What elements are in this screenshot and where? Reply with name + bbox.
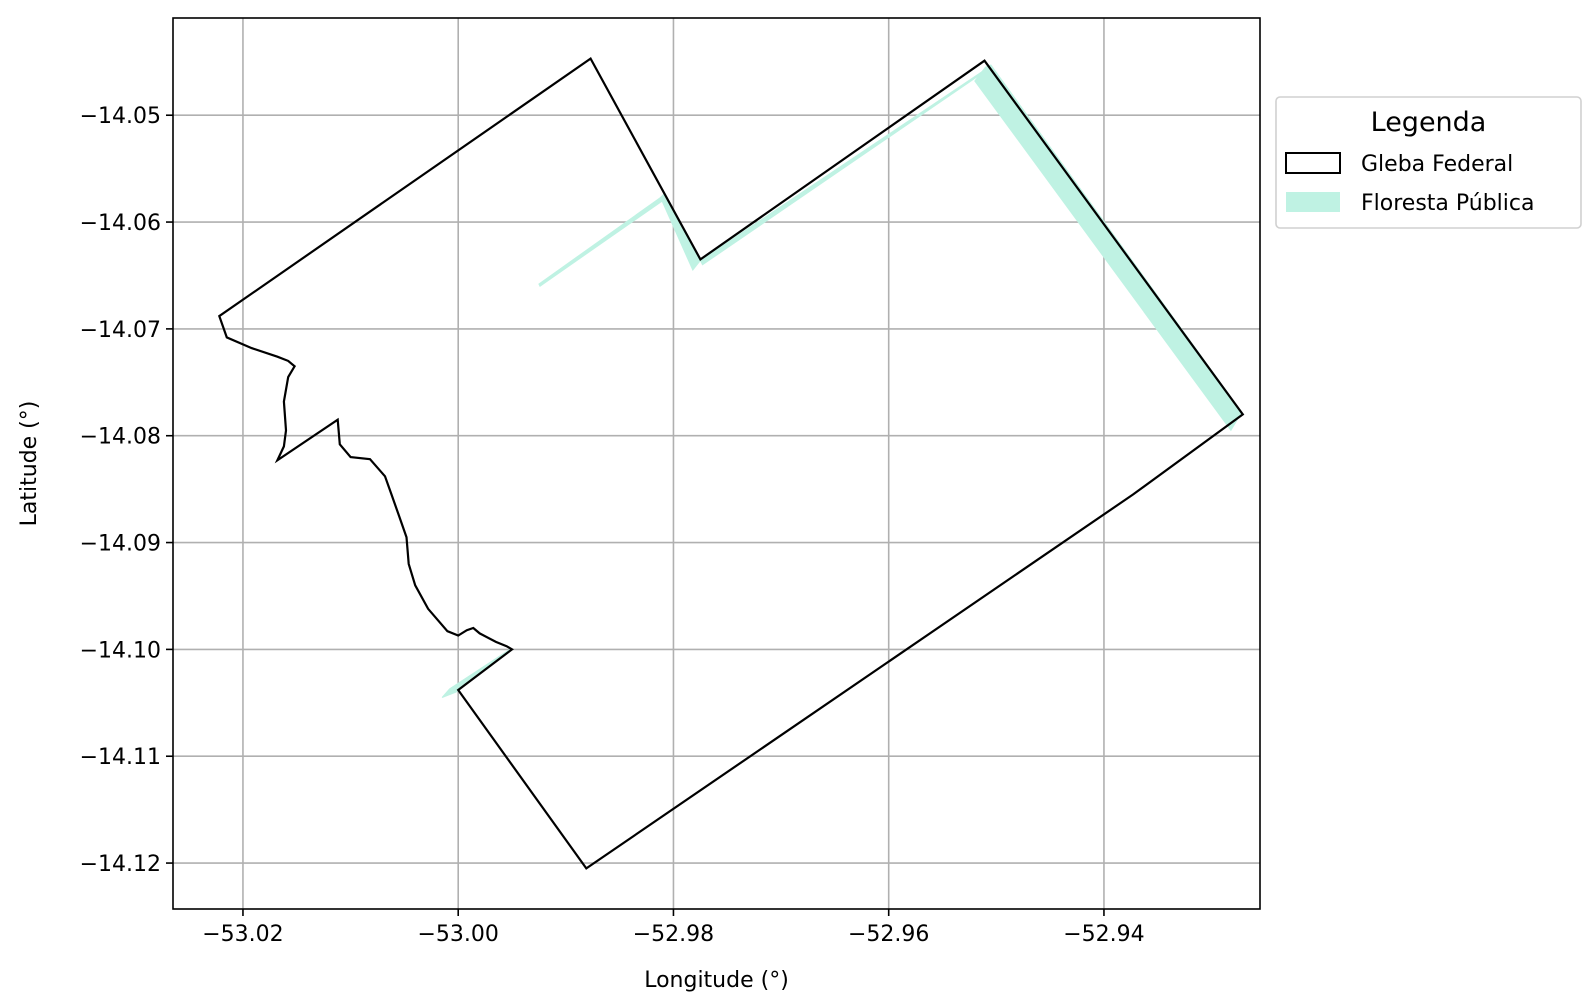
x-tick-label: −53.00 <box>417 922 498 947</box>
gleba-federal-boundary <box>217 56 1245 870</box>
y-tick-label: −14.06 <box>80 211 161 236</box>
y-tick-label: −14.07 <box>80 318 161 343</box>
gridlines <box>173 18 1260 909</box>
legend-label-floresta-publica: Floresta Pública <box>1361 191 1534 216</box>
x-tick-label: −52.98 <box>633 922 714 947</box>
legend-frame <box>1275 96 1582 229</box>
y-axis-title: Latitude (°) <box>17 401 42 527</box>
x-axis-title: Longitude (°) <box>644 968 789 993</box>
axis-ticks: −53.02 −53.00 −52.98 −52.96 −52.94 −14.05 −14.… <box>80 104 1145 947</box>
floresta-publica-area <box>974 64 1243 432</box>
floresta-publica-area <box>538 196 664 287</box>
map-layers <box>217 56 1245 870</box>
y-tick-label: −14.10 <box>80 638 161 663</box>
floresta-publica-area <box>699 68 987 266</box>
x-tick-label: −53.02 <box>202 922 283 947</box>
y-tick-label: −14.11 <box>80 745 161 770</box>
legend-swatch-gleba-federal <box>1285 152 1341 174</box>
y-tick-label: −14.12 <box>80 852 161 877</box>
legend-label-gleba-federal: Gleba Federal <box>1361 152 1513 177</box>
y-tick-label: −14.08 <box>80 425 161 450</box>
y-tick-label: −14.05 <box>80 104 161 129</box>
y-tick-label: −14.09 <box>80 532 161 557</box>
legend-swatch-floresta-publica <box>1286 192 1340 212</box>
legend: Legenda Gleba Federal Floresta Pública <box>1275 96 1582 229</box>
x-tick-label: −52.94 <box>1063 922 1144 947</box>
plot-frame <box>172 17 1261 910</box>
x-tick-label: −52.96 <box>848 922 929 947</box>
legend-title: Legenda <box>1371 107 1487 138</box>
